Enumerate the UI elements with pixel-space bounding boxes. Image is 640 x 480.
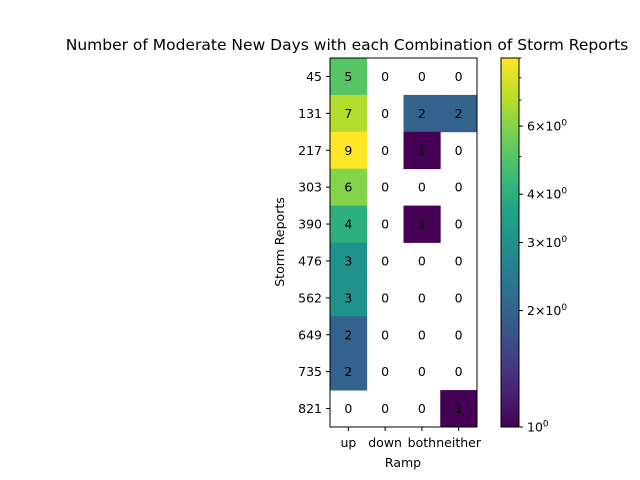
cell-value-label: 0 — [418, 180, 426, 195]
cell-value-label: 2 — [344, 327, 352, 342]
heatmap-cell — [440, 390, 478, 428]
cell-value-label: 9 — [344, 143, 352, 158]
cell-value-label: 0 — [455, 69, 463, 84]
cell-value-label: 6 — [344, 180, 352, 195]
y-tick-label: 821 — [298, 401, 322, 416]
cell-value-label: 5 — [344, 69, 352, 84]
x-axis: up down both neither — [340, 427, 482, 450]
cell-value-label: 0 — [455, 143, 463, 158]
heatmap-cell — [330, 205, 368, 243]
cell-value-label: 1 — [418, 217, 426, 232]
cell-value-label: 3 — [344, 290, 352, 305]
heatmap-cell — [330, 242, 368, 280]
colorbar-tick-label: 4×100 — [527, 187, 567, 202]
heatmap-cell — [330, 58, 368, 96]
heatmap-cells — [330, 58, 478, 428]
cell-value-label: 2 — [455, 106, 463, 121]
cell-value-label: 0 — [381, 401, 389, 416]
cell-value-label: 0 — [381, 327, 389, 342]
cell-value-label: 0 — [455, 327, 463, 342]
y-tick-label: 45 — [306, 69, 322, 84]
colorbar-tick-label: 2×100 — [527, 303, 567, 318]
x-tick-label: both — [408, 435, 436, 450]
cell-value-label: 3 — [344, 253, 352, 268]
colorbar-tick-label: 6×100 — [527, 119, 567, 134]
cell-value-label: 0 — [455, 253, 463, 268]
heatmap-cell — [330, 353, 368, 391]
cell-value-label: 2 — [344, 364, 352, 379]
heatmap-cell — [330, 94, 368, 133]
cell-value-label: 0 — [381, 180, 389, 195]
cell-value-label: 0 — [381, 69, 389, 84]
y-tick-label: 131 — [298, 106, 322, 121]
colorbar-tick-label: 100 — [527, 420, 549, 435]
y-tick-label: 476 — [298, 253, 322, 268]
heatmap-cell — [403, 205, 441, 243]
y-tick-label: 562 — [298, 290, 322, 305]
cell-value-label: 0 — [381, 253, 389, 268]
cell-value-label: 1 — [418, 143, 426, 158]
cell-value-label: 0 — [418, 401, 426, 416]
cell-value-label: 1 — [455, 401, 463, 416]
cell-value-label: 0 — [418, 253, 426, 268]
cell-value-label: 0 — [344, 401, 352, 416]
cell-value-label: 0 — [381, 106, 389, 121]
cell-value-label: 0 — [381, 290, 389, 305]
x-axis-label: Ramp — [385, 455, 421, 470]
y-axis: 45 131 217 303 390 476 562 649 735 821 — [298, 69, 330, 416]
heatmap-cell — [403, 131, 441, 170]
cell-value-label: 0 — [418, 364, 426, 379]
heatmap-cell — [440, 94, 478, 133]
cell-value-label: 0 — [455, 217, 463, 232]
cell-value-label: 0 — [455, 364, 463, 379]
heatmap-cell — [403, 94, 441, 133]
y-tick-label: 649 — [298, 327, 322, 342]
cell-value-label: 2 — [418, 106, 426, 121]
y-tick-label: 390 — [298, 217, 322, 232]
y-axis-label: Storm Reports — [272, 197, 287, 287]
heatmap-cell — [330, 279, 368, 317]
cell-value-label: 0 — [418, 69, 426, 84]
cell-value-label: 7 — [344, 106, 352, 121]
heatmap-cell — [330, 168, 368, 206]
cell-value-label: 0 — [381, 143, 389, 158]
x-tick-label: up — [340, 435, 356, 450]
cell-value-label: 4 — [344, 217, 352, 232]
cell-value-label: 0 — [455, 290, 463, 305]
colorbar: 100 2×100 3×100 4×100 6×100 — [500, 57, 567, 435]
plot-frame — [329, 57, 478, 428]
y-tick-label: 303 — [298, 180, 322, 195]
heatmap-cell — [330, 131, 368, 170]
cell-value-label: 0 — [418, 290, 426, 305]
chart-title: Number of Moderate New Days with each Co… — [66, 36, 629, 54]
cell-value-label: 0 — [418, 327, 426, 342]
x-tick-label: neither — [436, 435, 482, 450]
y-tick-label: 217 — [298, 143, 322, 158]
colorbar-tick-label: 3×100 — [527, 235, 567, 250]
colorbar-gradient — [501, 58, 519, 427]
y-tick-label: 735 — [298, 364, 322, 379]
cell-value-labels: 5 0 0 0 7 0 2 2 9 0 1 0 6 0 0 0 4 0 1 0 3 0 0 0 3 0 0 0 2 0 0 0 2 0 0 0 0 0 0 1 — [344, 69, 462, 416]
x-tick-label: down — [368, 435, 402, 450]
heatmap-cell — [330, 316, 368, 354]
cell-value-label: 0 — [381, 364, 389, 379]
cell-value-label: 0 — [455, 180, 463, 195]
cell-value-label: 0 — [381, 217, 389, 232]
